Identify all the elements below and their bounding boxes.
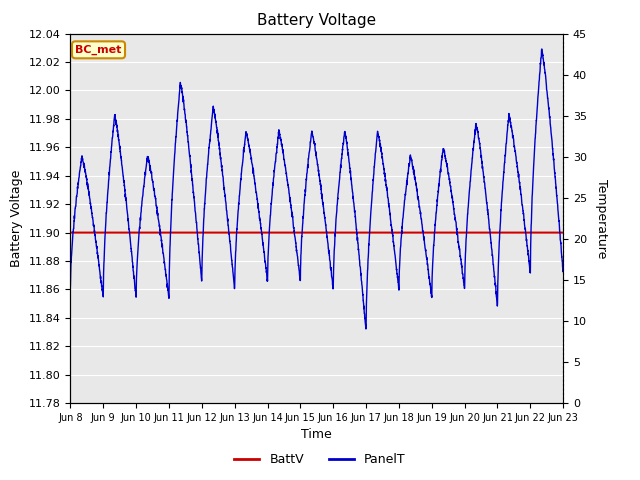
Legend: BattV, PanelT: BattV, PanelT [229, 448, 411, 471]
Y-axis label: Temperature: Temperature [595, 179, 608, 258]
Text: BC_met: BC_met [76, 45, 122, 55]
X-axis label: Time: Time [301, 429, 332, 442]
Title: Battery Voltage: Battery Voltage [257, 13, 376, 28]
Y-axis label: Battery Voltage: Battery Voltage [10, 170, 23, 267]
